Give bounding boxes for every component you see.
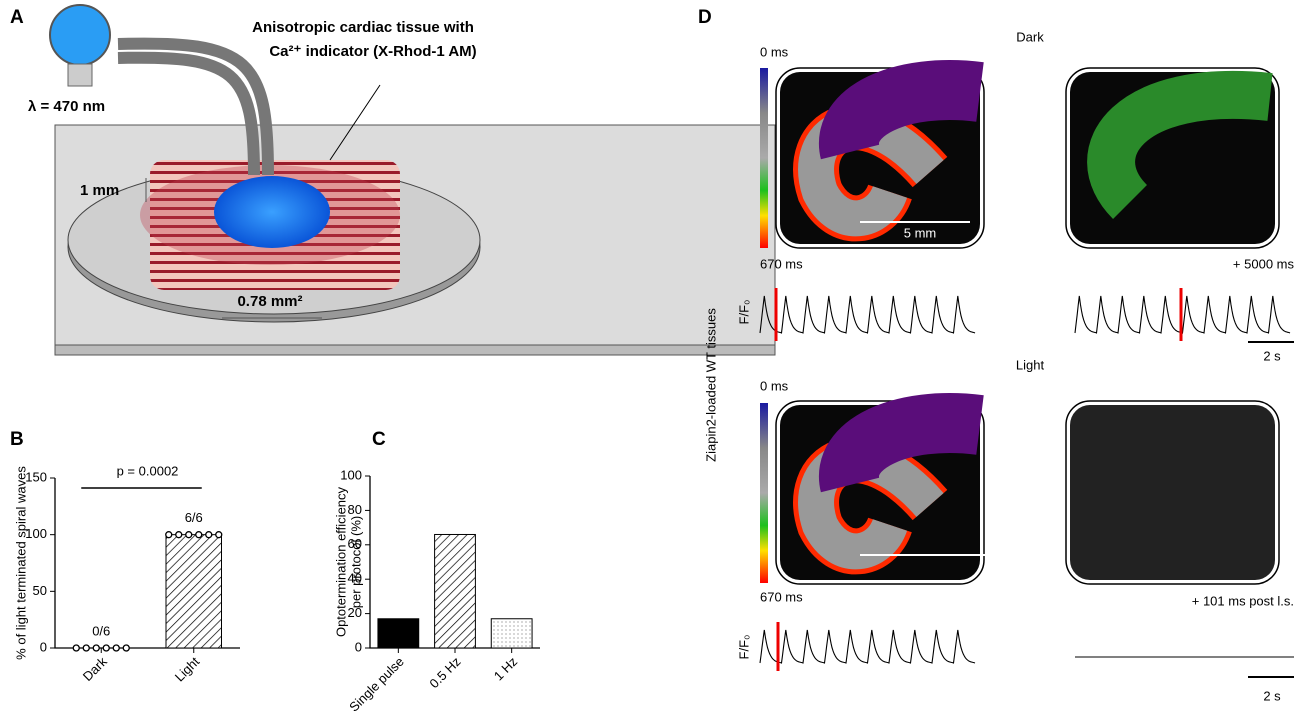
data-point <box>195 531 203 539</box>
colorbar-label: 0 ms <box>760 378 789 393</box>
colorbar <box>760 403 768 583</box>
annotation: Anisotropic cardiac tissue with <box>252 19 474 36</box>
x-tick-label: 1 Hz <box>491 654 521 684</box>
trace <box>759 629 976 664</box>
y-tick-label: 40 <box>348 571 362 586</box>
annotation: p = 0.0002 <box>117 463 179 478</box>
wave-front <box>819 393 984 493</box>
y-tick-label: 150 <box>25 469 47 484</box>
time-scale-label: 2 s <box>1263 688 1281 703</box>
scale-label: 5 mm <box>904 225 937 240</box>
data-point <box>112 644 120 652</box>
trace <box>759 295 976 334</box>
y-tick-label: 0 <box>355 639 362 654</box>
panel-label: B <box>10 429 24 450</box>
y-axis-label: Optotermination efficiency <box>333 486 348 637</box>
time-scale-label: 2 s <box>1263 348 1281 363</box>
annotation: λ = 470 nm <box>28 98 105 115</box>
trace-label: F/F₀ <box>736 635 751 660</box>
bar <box>434 533 476 649</box>
data-point <box>72 644 80 652</box>
x-tick-label: Dark <box>80 654 110 684</box>
y-tick-label: 100 <box>25 526 47 541</box>
colorbar-label: 0 ms <box>760 44 789 59</box>
value-label: 6/6 <box>185 510 203 525</box>
tissue-signal <box>1087 71 1273 219</box>
annotation: 1 mm <box>80 182 119 199</box>
side-label: Ziapin2-loaded WT tissues <box>703 308 718 462</box>
y-tick-label: 100 <box>340 467 362 482</box>
data-point <box>92 644 100 652</box>
data-point <box>185 531 193 539</box>
colorbar-label: 670 ms <box>760 256 803 271</box>
data-point <box>175 531 183 539</box>
x-tick-label: Light <box>172 654 203 685</box>
x-tick-label: Single pulse <box>346 654 407 715</box>
y-axis-label: % of light terminated spiral waves <box>13 466 28 660</box>
panel-label: A <box>10 7 24 28</box>
data-point <box>205 531 213 539</box>
data-point <box>102 644 110 652</box>
bar <box>377 618 420 649</box>
x-tick-label: 0.5 Hz <box>426 654 463 691</box>
bar <box>165 534 222 649</box>
wave-front <box>819 60 984 160</box>
y-tick-label: 20 <box>348 605 362 620</box>
annotation: Ca²⁺ indicator (X-Rhod-1 AM) <box>269 43 476 60</box>
section-title: Light <box>1016 357 1045 372</box>
panel-label: D <box>698 7 712 28</box>
colorbar <box>760 68 768 248</box>
value-label: 0/6 <box>92 623 110 638</box>
map-image <box>1070 405 1275 580</box>
y-tick-label: 0 <box>40 639 47 654</box>
section-title: Dark <box>1016 29 1044 44</box>
data-point <box>122 644 130 652</box>
y-tick-label: 60 <box>348 536 362 551</box>
data-point <box>165 531 173 539</box>
bar <box>490 618 533 649</box>
scale-label: 5 mm <box>919 583 952 598</box>
colorbar-label: 670 ms <box>760 589 803 604</box>
y-tick-label: 50 <box>33 583 47 598</box>
annotation: 0.78 mm² <box>237 293 302 310</box>
y-axis-label: per protocol (%) <box>348 516 363 608</box>
panel-label: C <box>372 429 386 450</box>
time-label: + 5000 ms <box>1233 256 1295 271</box>
trace-label: F/F₀ <box>736 300 751 325</box>
data-point <box>215 531 223 539</box>
time-label: + 101 ms post l.s. <box>1192 593 1294 608</box>
data-point <box>82 644 90 652</box>
y-tick-label: 80 <box>348 502 362 517</box>
panel-a-diagram <box>49 4 776 356</box>
